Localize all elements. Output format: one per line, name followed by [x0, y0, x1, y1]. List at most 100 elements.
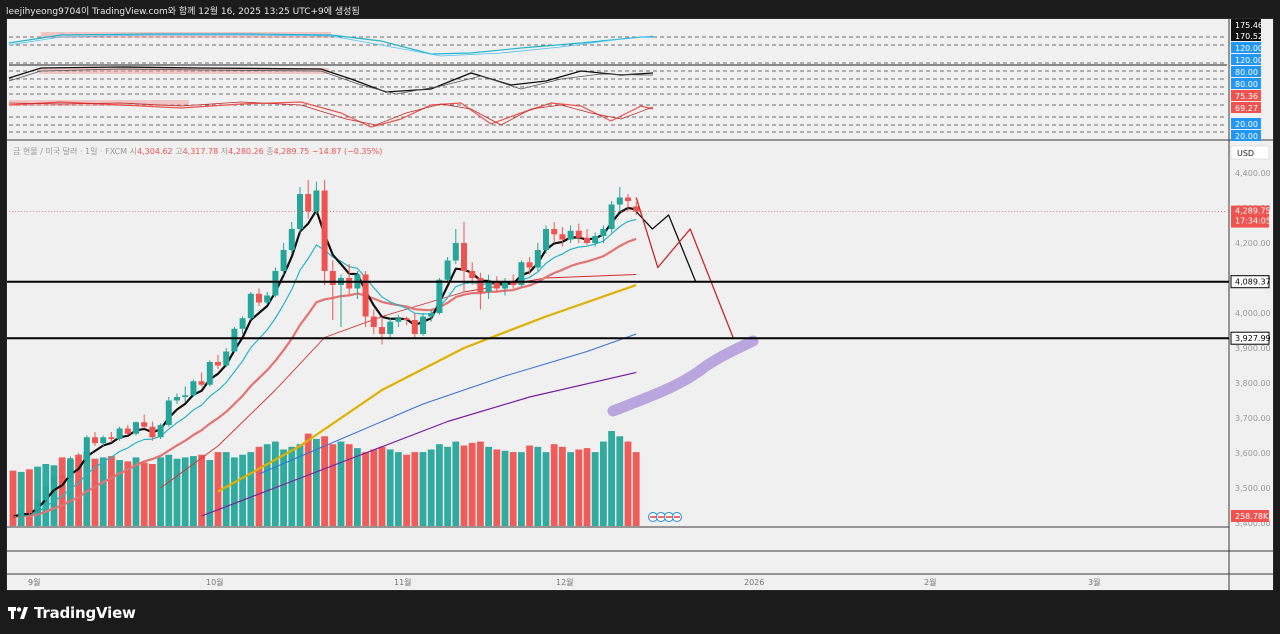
candle [297, 187, 303, 233]
indicator-line-signal [8, 68, 653, 95]
indicator-value-label: 120.00 [1235, 56, 1263, 65]
candle-body [428, 313, 435, 317]
candle [10, 514, 16, 521]
volume-bar [632, 452, 640, 526]
candle [428, 309, 435, 322]
candle [174, 393, 180, 404]
candle-body [370, 316, 377, 327]
volume-bar [542, 452, 550, 526]
indicator-value-tag [1231, 30, 1261, 41]
candle-body [34, 500, 41, 514]
candle [264, 292, 271, 305]
time-tick-label: 2월 [924, 577, 936, 587]
volume-bar [50, 465, 58, 526]
volume-bar [222, 452, 230, 526]
candle-body [600, 229, 607, 236]
candle-body [67, 458, 74, 479]
volume-bar [452, 441, 460, 526]
level-label: 3,927.99 [1235, 334, 1271, 343]
candle [92, 432, 98, 446]
brand[interactable]: TradingView [8, 602, 136, 624]
candle-body [42, 486, 49, 501]
candle [436, 278, 443, 315]
candle [387, 318, 394, 338]
time-tick-label: 3월 [1088, 577, 1100, 587]
volume-bar [403, 454, 410, 526]
candle-body [165, 400, 172, 425]
candle-body [403, 318, 410, 320]
volume-bar [116, 460, 123, 526]
candle [321, 180, 328, 285]
candle [157, 423, 164, 439]
volume-bar [559, 446, 566, 526]
candle [59, 472, 66, 481]
candle-body [116, 428, 123, 439]
volume-bar [386, 449, 394, 526]
candle-body [182, 395, 189, 397]
indicator-value-tag [1231, 102, 1261, 113]
last-price-tag [1231, 205, 1269, 228]
volume-bar [468, 442, 476, 526]
volume-bar [231, 457, 238, 526]
candle [190, 379, 197, 397]
volume-bar [436, 444, 443, 526]
indicator-value-tag [1231, 19, 1261, 30]
brand-name: TradingView [34, 604, 136, 622]
volume-bar [247, 452, 255, 526]
candle-body [231, 328, 238, 352]
volume-bar [263, 444, 271, 526]
candle [51, 474, 57, 490]
candle-body [59, 475, 66, 479]
candle-body [625, 197, 631, 201]
candle [305, 180, 312, 219]
event-flag-icon [672, 512, 682, 522]
candle [18, 509, 25, 519]
candle [26, 507, 33, 516]
volume-bar [534, 446, 542, 526]
volume-bar [190, 456, 197, 526]
volume-bar [206, 460, 214, 526]
price-tick-label: 4,400.00 [1235, 169, 1271, 178]
candle-body [108, 437, 115, 439]
volume-bar [108, 456, 115, 526]
candle-body [280, 250, 287, 271]
volume-bar [181, 457, 189, 526]
volume-bar [140, 462, 148, 526]
grid-layer [7, 19, 1273, 590]
volume-bar [149, 463, 156, 526]
candle [403, 316, 410, 326]
volume-bar [616, 436, 624, 526]
header-credit-text: leejihyeong9704이 TradingView.com와 함께 12월… [6, 7, 360, 17]
volume-bar [427, 449, 435, 526]
candle-body [616, 197, 623, 205]
candle-body [608, 204, 615, 229]
candle-body [124, 428, 131, 434]
volume-bar [132, 457, 140, 526]
ohlc-legend-text: 금 현물 / 미국 달러 · 1일 · FXCM 시4,304.62 고4,31… [13, 147, 382, 156]
candle-body [346, 278, 353, 289]
candle-body [51, 475, 57, 487]
candle-body [321, 190, 328, 271]
chart-svg[interactable]: 175.46 170.52 120.00 120.00 80.00 80.00 75.36 6… [7, 19, 1273, 590]
candle [584, 229, 590, 245]
candle [362, 271, 369, 327]
candle [543, 225, 549, 254]
candle [149, 421, 156, 441]
volume-bar [345, 444, 353, 526]
candle-body [452, 243, 459, 261]
candle-body [26, 510, 33, 514]
level-label: 4,089.37 [1235, 278, 1271, 287]
legend-part: 고 [175, 147, 182, 156]
legend-part: 저 [221, 147, 228, 156]
candle-body [83, 437, 90, 461]
candle [182, 386, 189, 403]
header-bar: leejihyeong9704이 TradingView.com와 함께 12월… [0, 0, 1280, 18]
chart-frame[interactable]: 175.46 170.52 120.00 120.00 80.00 80.00 75.36 6… [6, 18, 1274, 591]
candle-body [75, 458, 82, 461]
candle [379, 316, 385, 345]
event-flag-icon [648, 512, 658, 522]
indicator-overbought-zone [39, 68, 329, 74]
volume-bar [485, 446, 492, 526]
projection-band [607, 335, 759, 417]
volume-bar [26, 469, 33, 526]
